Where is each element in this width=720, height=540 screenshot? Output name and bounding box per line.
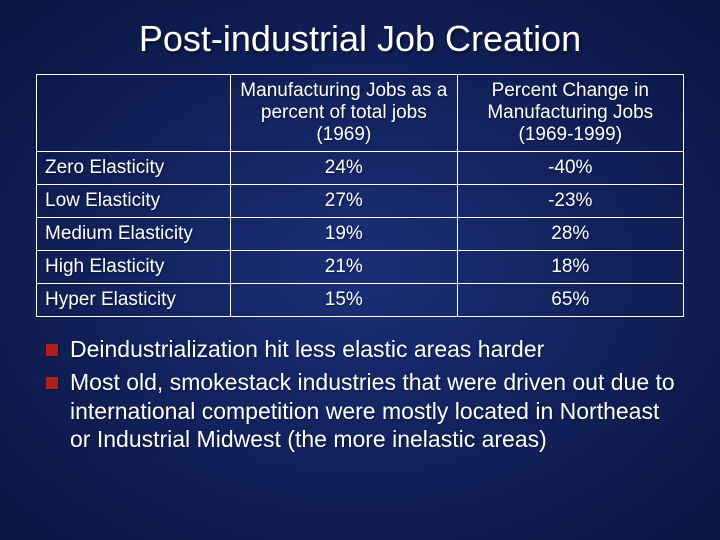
table-row: High Elasticity 21% 18%: [37, 251, 684, 284]
row-c2: -40%: [457, 152, 683, 185]
row-c2: 18%: [457, 251, 683, 284]
row-c2: -23%: [457, 185, 683, 218]
table-row: Zero Elasticity 24% -40%: [37, 152, 684, 185]
slide: Post-industrial Job Creation Manufacturi…: [0, 0, 720, 540]
data-table: Manufacturing Jobs as a percent of total…: [36, 74, 684, 317]
row-c2: 65%: [457, 284, 683, 317]
row-label: Medium Elasticity: [37, 218, 231, 251]
row-label: Low Elasticity: [37, 185, 231, 218]
row-c1: 21%: [231, 251, 457, 284]
slide-title: Post-industrial Job Creation: [36, 18, 684, 60]
row-label: Hyper Elasticity: [37, 284, 231, 317]
row-label: Zero Elasticity: [37, 152, 231, 185]
bullet-list: Deindustrialization hit less elastic are…: [42, 335, 684, 454]
row-label: High Elasticity: [37, 251, 231, 284]
table-row: Medium Elasticity 19% 28%: [37, 218, 684, 251]
header-col-1: Manufacturing Jobs as a percent of total…: [231, 75, 457, 152]
row-c1: 15%: [231, 284, 457, 317]
header-blank: [37, 75, 231, 152]
row-c1: 24%: [231, 152, 457, 185]
row-c1: 19%: [231, 218, 457, 251]
table-header-row: Manufacturing Jobs as a percent of total…: [37, 75, 684, 152]
table-row: Low Elasticity 27% -23%: [37, 185, 684, 218]
bullet-item: Most old, smokestack industries that wer…: [42, 368, 684, 454]
row-c2: 28%: [457, 218, 683, 251]
bullet-item: Deindustrialization hit less elastic are…: [42, 335, 684, 364]
header-col-2: Percent Change in Manufacturing Jobs (19…: [457, 75, 683, 152]
table-row: Hyper Elasticity 15% 65%: [37, 284, 684, 317]
row-c1: 27%: [231, 185, 457, 218]
